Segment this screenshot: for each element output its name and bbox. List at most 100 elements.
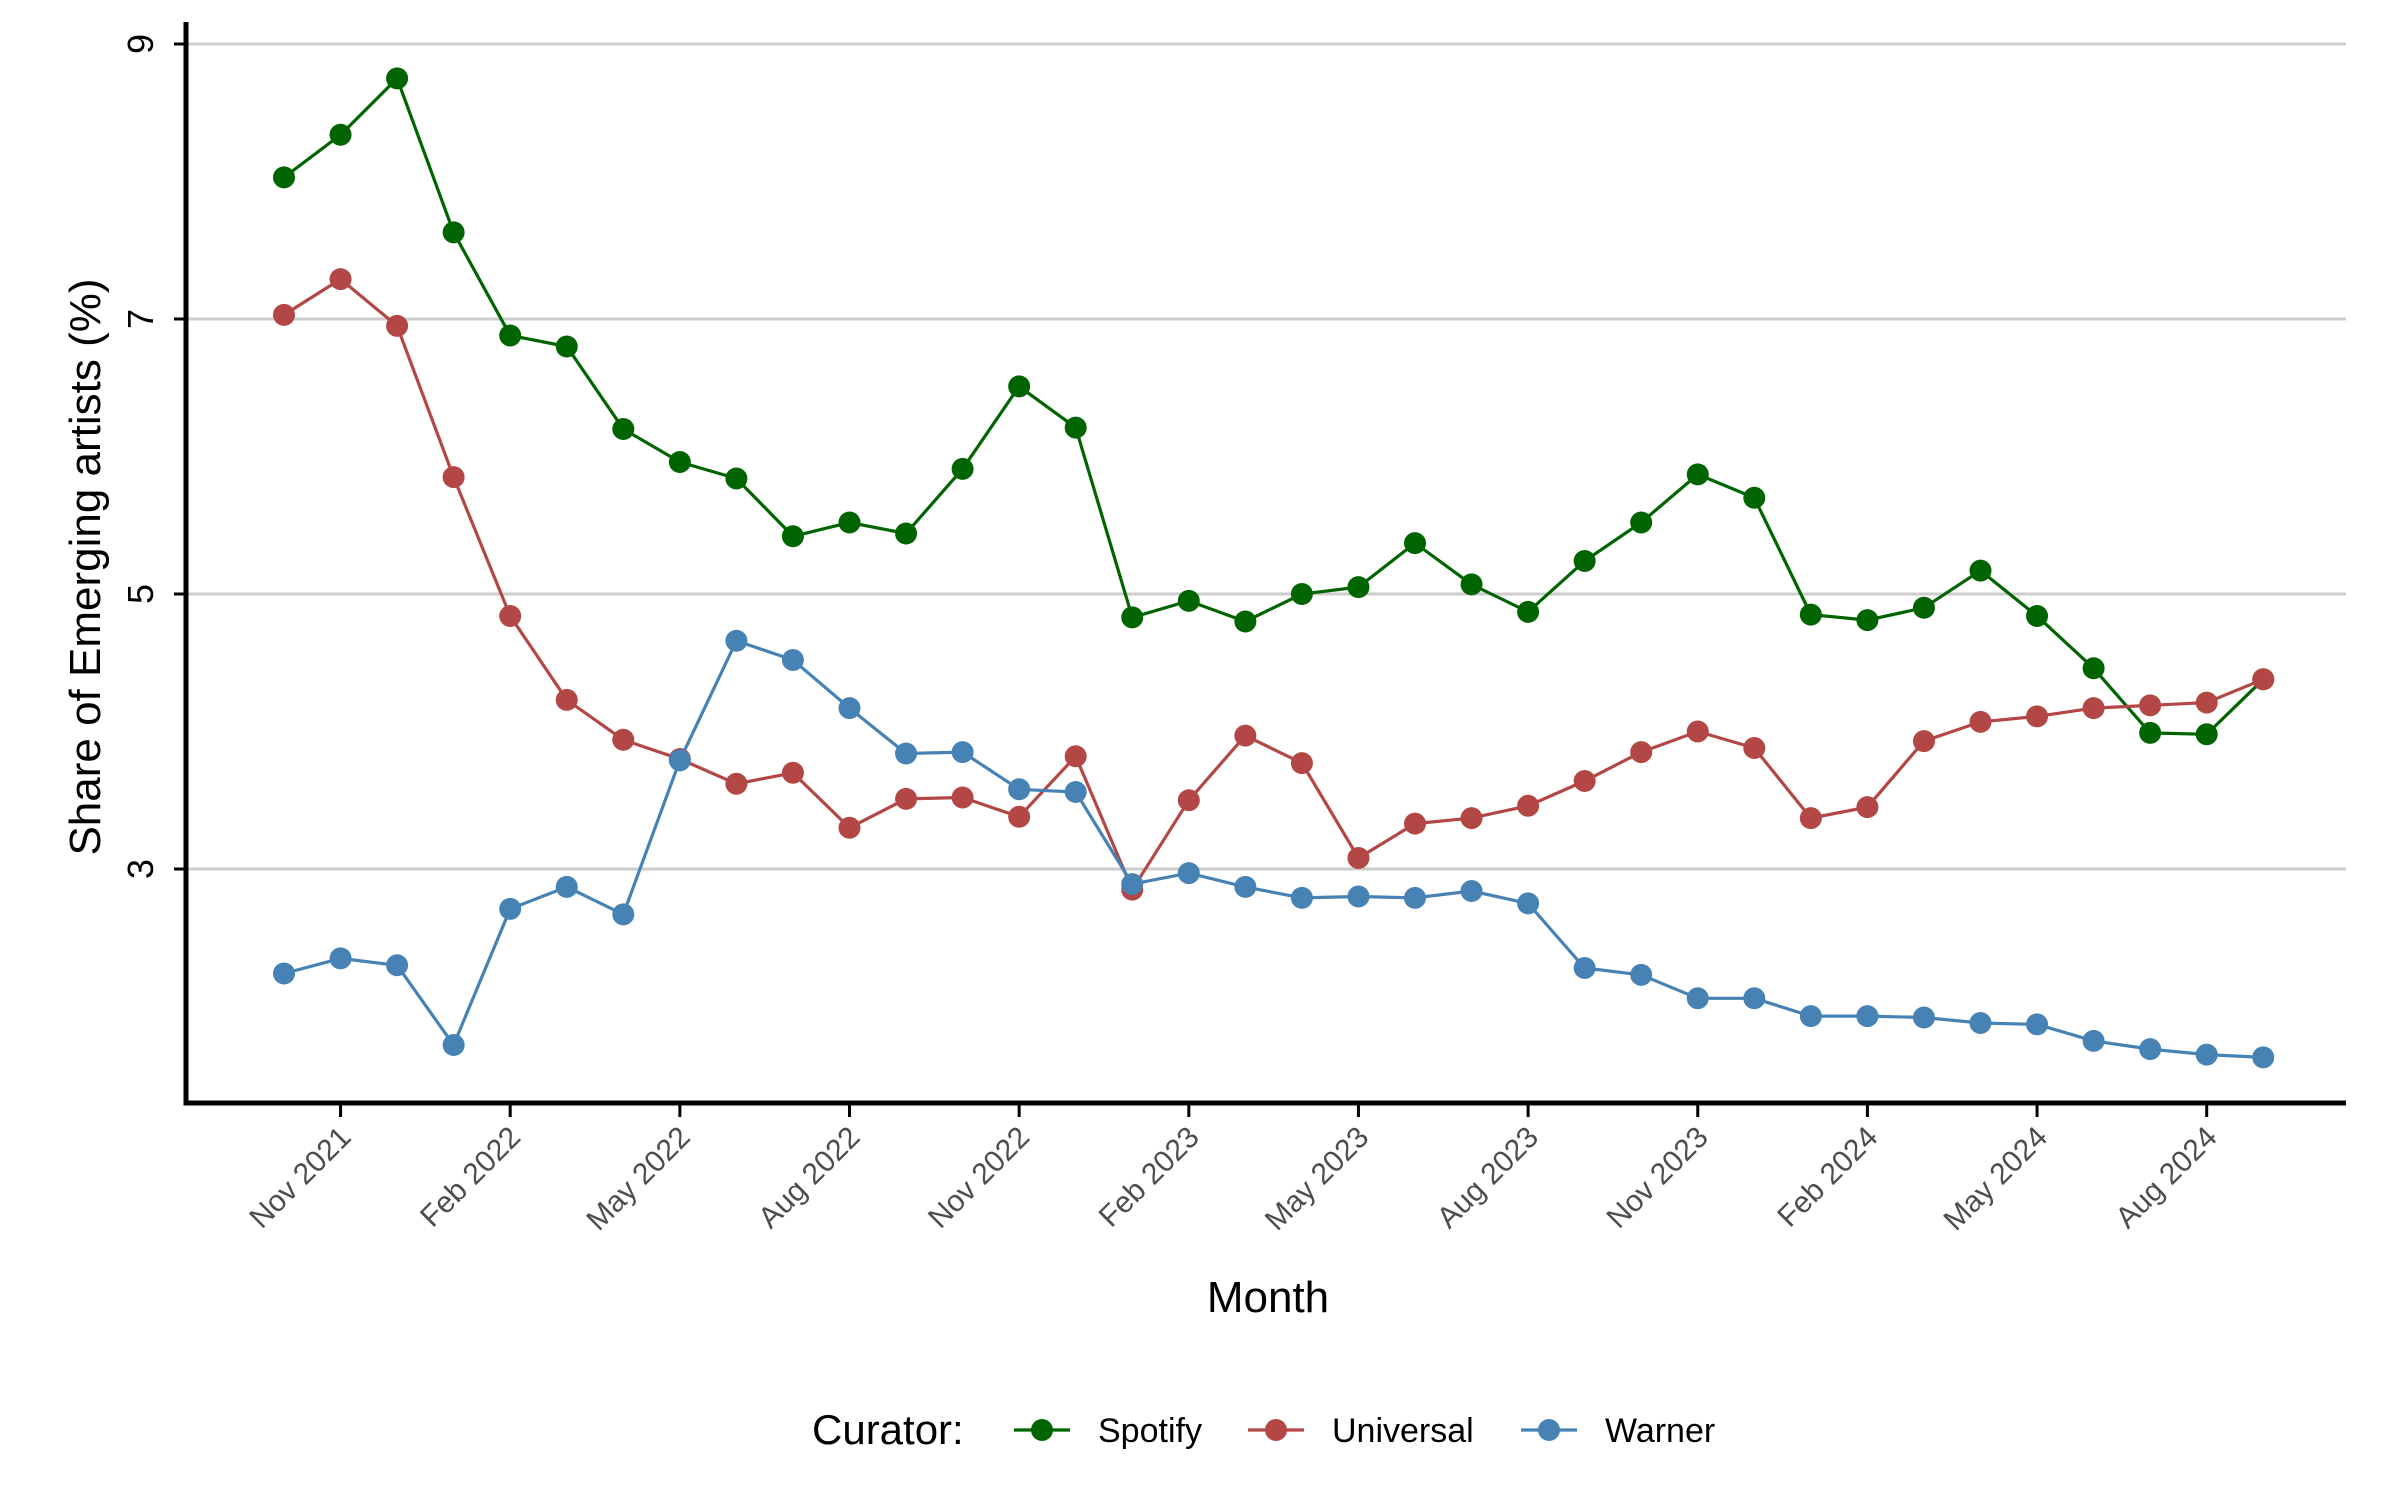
data-point-universal <box>1743 737 1766 759</box>
data-point-spotify <box>1177 589 1200 612</box>
data-point-spotify <box>1743 486 1766 509</box>
data-point-spotify <box>725 467 748 490</box>
data-point-warner <box>2082 1029 2105 1052</box>
data-point-universal <box>2082 697 2105 720</box>
data-point-warner <box>1969 1012 1992 1034</box>
y-tick-label: 9 <box>120 34 161 54</box>
data-point-warner <box>2195 1043 2218 1066</box>
data-point-spotify <box>1064 416 1087 439</box>
x-tick-label: May 2024 <box>1938 1121 2054 1237</box>
data-point-warner <box>1064 781 1087 803</box>
data-point-universal <box>1290 752 1313 775</box>
data-point-warner <box>1177 862 1200 885</box>
data-point-warner <box>1290 886 1313 909</box>
data-point-warner <box>442 1034 465 1056</box>
series-spotify <box>273 67 2275 746</box>
data-point-universal <box>2139 694 2162 717</box>
data-point-spotify <box>1008 375 1031 398</box>
data-point-spotify <box>1969 559 1992 582</box>
data-point-warner <box>1008 778 1031 801</box>
data-point-universal <box>329 268 352 291</box>
data-point-spotify <box>1573 550 1596 572</box>
data-point-universal <box>442 466 465 489</box>
data-point-warner <box>951 741 974 764</box>
data-point-spotify <box>2139 721 2162 744</box>
data-point-universal <box>838 816 861 839</box>
data-point-warner <box>2252 1046 2275 1069</box>
data-point-universal <box>1630 741 1653 764</box>
data-point-universal <box>1404 812 1426 835</box>
y-axis-title: Share of Emerging artists (%) <box>61 278 110 855</box>
data-point-universal <box>2252 668 2275 691</box>
x-tick-label: Nov 2023 <box>1601 1121 1715 1235</box>
data-point-spotify <box>1856 609 1879 632</box>
gridlines <box>186 42 2346 871</box>
series-line-spotify <box>283 75 2265 736</box>
data-point-warner <box>1686 987 1709 1010</box>
data-point-universal <box>1573 770 1596 792</box>
data-point-spotify <box>1912 596 1935 619</box>
data-point-spotify <box>781 525 804 548</box>
data-point-warner <box>1460 880 1483 902</box>
data-point-universal <box>1234 724 1257 747</box>
data-point-warner <box>2026 1013 2049 1036</box>
data-point-spotify <box>1517 600 1540 623</box>
series-universal <box>273 268 2275 901</box>
legend-item-warner: Warner <box>1521 1412 1715 1450</box>
legend-item-universal: Universal <box>1248 1412 1474 1450</box>
legend-item-spotify: Spotify <box>1014 1412 1202 1450</box>
data-point-universal <box>1177 789 1200 812</box>
data-point-universal <box>725 772 748 795</box>
data-point-universal <box>1064 745 1087 768</box>
data-point-universal <box>2195 691 2218 714</box>
legend-title: Curator: <box>812 1406 964 1453</box>
data-point-warner <box>273 962 295 985</box>
series-line-universal <box>283 277 2264 894</box>
data-point-spotify <box>1630 511 1653 534</box>
data-point-warner <box>1517 892 1540 915</box>
data-point-spotify <box>499 324 522 347</box>
data-point-universal <box>1799 807 1822 830</box>
legend-label: Spotify <box>1098 1412 1202 1450</box>
legend-swatch-point <box>1031 1419 1053 1441</box>
data-point-spotify <box>2026 605 2049 627</box>
data-point-universal <box>1008 805 1031 828</box>
data-point-spotify <box>442 221 465 244</box>
data-point-spotify <box>273 166 295 189</box>
data-point-warner <box>1799 1005 1822 1028</box>
data-point-warner <box>1234 875 1257 898</box>
x-axis-title: Month <box>1207 1273 1329 1322</box>
data-point-spotify <box>329 123 352 146</box>
data-point-warner <box>725 629 748 652</box>
data-point-universal <box>1912 730 1935 753</box>
x-tick-label: Nov 2022 <box>922 1121 1036 1235</box>
data-point-spotify <box>1121 606 1144 629</box>
data-point-warner <box>386 954 409 977</box>
series-warner <box>273 629 2275 1069</box>
data-point-spotify <box>1347 576 1370 599</box>
data-point-warner <box>555 875 578 898</box>
series-line-warner <box>283 638 2264 1059</box>
data-point-warner <box>612 903 635 926</box>
data-point-spotify <box>668 451 691 473</box>
ticks: 3 5 7 9 Nov 2021 Feb 2022 May 2022 Aug 2022 Nov … <box>120 34 2224 1237</box>
x-tick-label: Feb 2024 <box>1771 1121 1884 1234</box>
x-tick-label: Feb 2023 <box>1093 1121 1206 1234</box>
data-point-spotify <box>2082 657 2105 680</box>
data-point-universal <box>1460 807 1483 830</box>
data-point-warner <box>1573 957 1596 979</box>
x-tick-label: Nov 2021 <box>243 1121 357 1235</box>
data-point-warner <box>1404 886 1426 909</box>
data-point-spotify <box>386 67 409 90</box>
data-point-universal <box>612 728 635 751</box>
data-point-universal <box>1347 847 1370 869</box>
data-point-universal <box>781 761 804 784</box>
data-point-spotify <box>2195 723 2218 746</box>
x-tick-label: May 2022 <box>580 1121 696 1237</box>
data-point-universal <box>895 787 918 810</box>
x-tick-label: Feb 2022 <box>414 1121 527 1234</box>
data-point-warner <box>895 742 918 765</box>
data-point-spotify <box>951 457 974 480</box>
data-point-universal <box>951 786 974 809</box>
